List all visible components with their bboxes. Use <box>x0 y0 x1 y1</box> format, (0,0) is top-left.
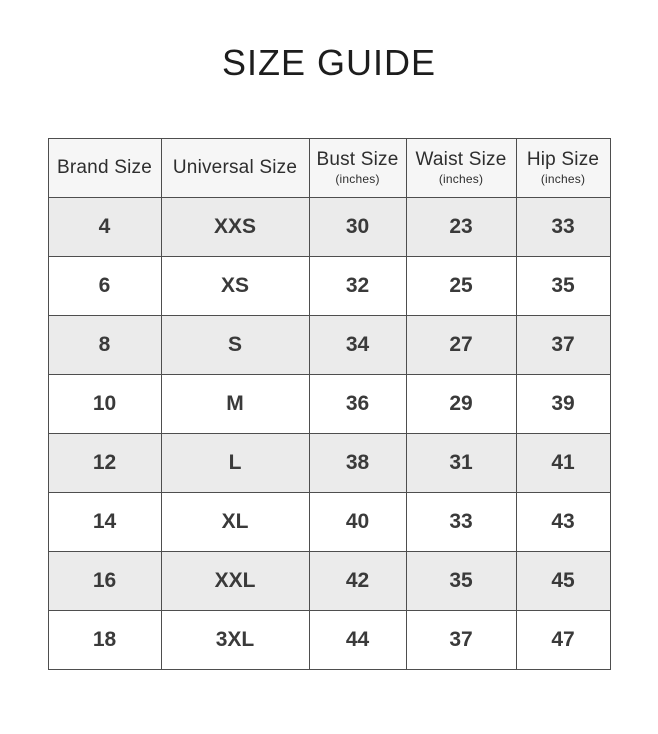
table-row: 8 S 34 27 37 <box>47 315 611 376</box>
table-cell: 32 <box>308 256 407 317</box>
table-cell: 47 <box>515 610 611 671</box>
table-cell: 30 <box>308 197 407 258</box>
size-guide-table: Brand Size Universal Size Bust Size (inc… <box>47 138 611 671</box>
table-cell: XXS <box>160 197 310 258</box>
table-row: 16 XXL 42 35 45 <box>47 551 611 612</box>
column-header-waist-size: Waist Size (inches) <box>405 138 517 199</box>
table-header-row: Brand Size Universal Size Bust Size (inc… <box>47 138 611 199</box>
table-cell: 36 <box>308 374 407 435</box>
table-row: 6 XS 32 25 35 <box>47 256 611 317</box>
table-cell: 37 <box>515 315 611 376</box>
table-cell: 39 <box>515 374 611 435</box>
size-table-body: 4 XXS 30 23 33 6 XS 32 25 35 8 S 34 27 37 10 M 36 29 39 12 L 3… <box>47 197 611 671</box>
table-cell: 31 <box>405 433 517 494</box>
table-cell: 35 <box>405 551 517 612</box>
table-cell: XS <box>160 256 310 317</box>
table-cell: 14 <box>47 492 162 553</box>
column-header-brand-size: Brand Size <box>47 138 162 199</box>
table-cell: 6 <box>47 256 162 317</box>
column-header-hip-size: Hip Size (inches) <box>515 138 611 199</box>
table-cell: 27 <box>405 315 517 376</box>
table-cell: 23 <box>405 197 517 258</box>
table-cell: 8 <box>47 315 162 376</box>
column-header-label: Waist Size <box>415 149 507 171</box>
table-row: 12 L 38 31 41 <box>47 433 611 494</box>
column-header-bust-size: Bust Size (inches) <box>308 138 407 199</box>
table-cell: XL <box>160 492 310 553</box>
column-header-universal-size: Universal Size <box>160 138 310 199</box>
page-title: SIZE GUIDE <box>221 42 437 83</box>
column-header-label: Bust Size <box>316 149 399 171</box>
column-header-label: Universal Size <box>172 156 298 178</box>
table-cell: 33 <box>515 197 611 258</box>
table-cell: 34 <box>308 315 407 376</box>
table-cell: L <box>160 433 310 494</box>
column-header-sublabel: (inches) <box>438 172 484 187</box>
table-row: 18 3XL 44 37 47 <box>47 610 611 671</box>
table-cell: 4 <box>47 197 162 258</box>
table-row: 4 XXS 30 23 33 <box>47 197 611 258</box>
table-cell: S <box>160 315 310 376</box>
table-cell: 41 <box>515 433 611 494</box>
table-cell: 44 <box>308 610 407 671</box>
table-cell: M <box>160 374 310 435</box>
table-cell: 10 <box>47 374 162 435</box>
table-cell: 33 <box>405 492 517 553</box>
table-cell: 29 <box>405 374 517 435</box>
table-cell: 37 <box>405 610 517 671</box>
table-cell: 3XL <box>160 610 310 671</box>
table-cell: 35 <box>515 256 611 317</box>
column-header-label: Hip Size <box>526 149 600 171</box>
table-cell: 18 <box>47 610 162 671</box>
table-cell: 16 <box>47 551 162 612</box>
table-row: 10 M 36 29 39 <box>47 374 611 435</box>
table-cell: 43 <box>515 492 611 553</box>
table-row: 14 XL 40 33 43 <box>47 492 611 553</box>
table-cell: 45 <box>515 551 611 612</box>
column-header-label: Brand Size <box>57 156 152 178</box>
table-cell: 40 <box>308 492 407 553</box>
column-header-sublabel: (inches) <box>540 172 586 187</box>
table-cell: 42 <box>308 551 407 612</box>
table-cell: 12 <box>47 433 162 494</box>
table-cell: 38 <box>308 433 407 494</box>
column-header-sublabel: (inches) <box>335 172 380 187</box>
table-cell: 25 <box>405 256 517 317</box>
table-cell: XXL <box>160 551 310 612</box>
